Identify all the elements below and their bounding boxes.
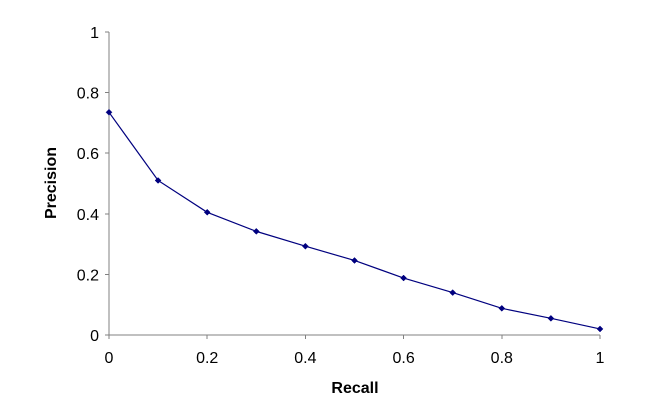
data-point <box>203 208 211 216</box>
data-point <box>105 108 113 116</box>
x-tick-label: 0.6 <box>392 350 414 367</box>
y-tick-label: 0.8 <box>77 86 99 103</box>
y-tick-label: 0.6 <box>77 146 99 163</box>
data-point <box>252 228 260 235</box>
data-point <box>351 257 358 264</box>
x-tick-label: 0 <box>105 350 114 367</box>
series <box>105 108 604 333</box>
axes <box>105 31 601 339</box>
x-tick-label: 0.8 <box>491 350 513 367</box>
x-axis-title: Recall <box>331 380 378 397</box>
y-tick-label: 0.4 <box>77 207 99 224</box>
y-tick-label: 1 <box>90 25 99 42</box>
y-tick-label: 0.2 <box>77 267 99 284</box>
data-point <box>302 242 309 250</box>
data-point <box>154 177 162 184</box>
series-line <box>108 111 601 330</box>
x-tick-label: 0.2 <box>196 350 218 367</box>
y-tick-label: 0 <box>90 328 99 345</box>
x-tick-label: 1 <box>596 350 605 367</box>
data-point <box>400 274 407 282</box>
x-tick-label: 0.4 <box>294 350 316 367</box>
data-point <box>596 325 604 333</box>
tick-labels: 0 0.2 0.4 0.6 0.8 1 0 0.2 0.4 0.6 0.8 1 <box>77 25 605 367</box>
y-axis-title: Precision <box>43 147 60 219</box>
data-point <box>498 304 506 312</box>
data-point <box>449 289 457 296</box>
data-point <box>547 314 555 322</box>
